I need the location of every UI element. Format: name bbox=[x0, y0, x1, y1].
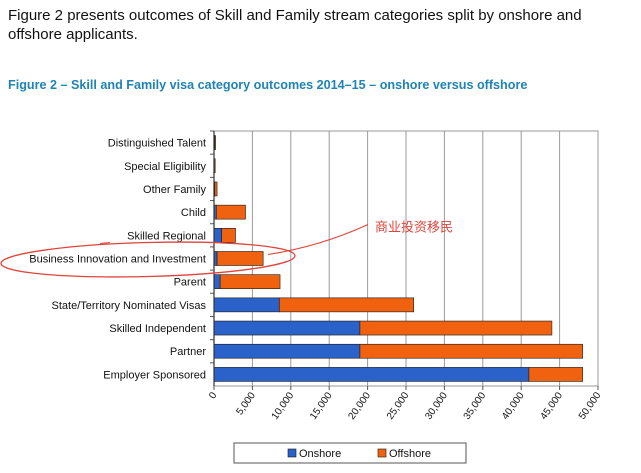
bar-onshore bbox=[213, 367, 530, 382]
bar-offshore bbox=[359, 343, 583, 359]
x-tick-label: 25,000 bbox=[385, 390, 412, 422]
category-label: Skilled Regional bbox=[127, 230, 206, 242]
bar-offshore bbox=[214, 181, 218, 197]
bar-onshore bbox=[213, 343, 361, 359]
annotation-ellipse bbox=[0, 241, 296, 278]
legend-swatch bbox=[377, 448, 387, 458]
annotation: 商业投资移民 bbox=[0, 220, 453, 278]
category-label: Distinguished Talent bbox=[108, 138, 206, 150]
bar-offshore bbox=[359, 320, 553, 336]
category-label: Skilled Independent bbox=[109, 323, 206, 335]
category-label: Child bbox=[181, 207, 206, 219]
x-tick-label: 30,000 bbox=[423, 390, 450, 422]
tick-labels: 0 5,000 10,000 15,000 20,000 25,000 30,000 35,0… bbox=[207, 390, 603, 422]
annotation-arrow bbox=[99, 241, 111, 245]
bar-onshore bbox=[213, 274, 221, 289]
intro-paragraph: Figure 2 presents outcomes of Skill and … bbox=[8, 7, 582, 43]
bar-onshore bbox=[213, 320, 361, 336]
bar-offshore bbox=[278, 297, 414, 313]
x-tick-label: 45,000 bbox=[538, 390, 565, 422]
legend-swatch bbox=[287, 448, 297, 458]
axes bbox=[210, 130, 599, 390]
legend: Onshore Offshore bbox=[233, 442, 467, 464]
category-label: Parent bbox=[174, 277, 206, 289]
category-label: Business Innovation and Investment bbox=[29, 254, 206, 266]
x-tick-label: 0 bbox=[207, 390, 219, 401]
bar-offshore bbox=[219, 274, 281, 289]
category-labels: Distinguished Talent Special Eligibility O… bbox=[29, 138, 206, 382]
legend-label: Offshore bbox=[389, 448, 431, 460]
bar-offshore bbox=[528, 367, 583, 382]
x-tick-label: 40,000 bbox=[500, 390, 527, 422]
x-tick-label: 5,000 bbox=[234, 390, 258, 417]
bar-onshore bbox=[213, 297, 280, 313]
x-tick-label: 10,000 bbox=[270, 390, 297, 422]
x-tick-label: 20,000 bbox=[346, 390, 373, 422]
x-tick-label: 50,000 bbox=[577, 390, 604, 422]
x-tick-label: 35,000 bbox=[462, 390, 489, 422]
category-label: Partner bbox=[170, 346, 206, 358]
category-label: Employer Sponsored bbox=[103, 369, 206, 381]
bar-onshore bbox=[213, 228, 222, 243]
bar-offshore bbox=[221, 228, 236, 243]
category-label: State/Territory Nominated Visas bbox=[52, 300, 207, 312]
category-label: Special Eligibility bbox=[124, 161, 206, 173]
bar-offshore bbox=[214, 135, 216, 150]
legend-label: Onshore bbox=[299, 448, 341, 460]
bar-offshore bbox=[216, 204, 246, 220]
category-label: Other Family bbox=[143, 184, 206, 196]
legend-box bbox=[233, 442, 467, 464]
bar-offshore bbox=[216, 251, 264, 266]
figure-title: Figure 2 – Skill and Family visa categor… bbox=[8, 78, 528, 92]
bars bbox=[213, 135, 583, 382]
annotation-label: 商业投资移民 bbox=[375, 220, 453, 236]
x-tick-label: 15,000 bbox=[308, 390, 335, 422]
annotation-line bbox=[267, 223, 369, 256]
